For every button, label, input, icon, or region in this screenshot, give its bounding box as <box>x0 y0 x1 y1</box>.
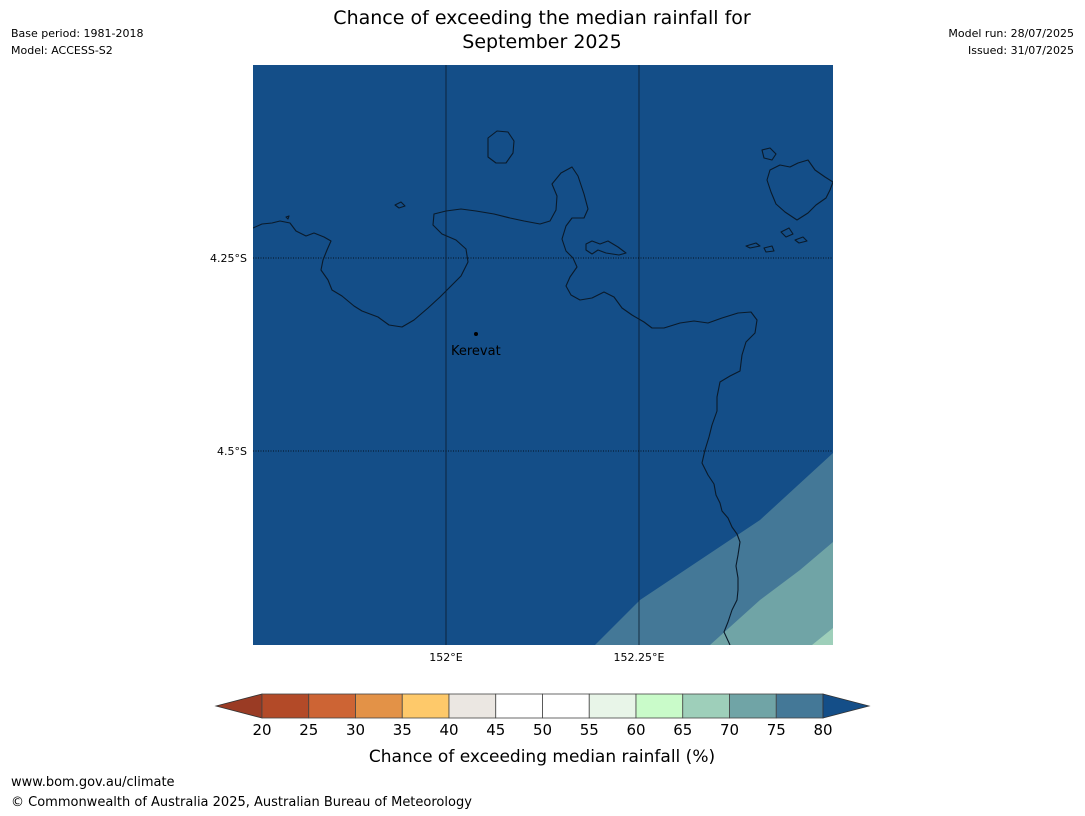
lon-label-152-25: 152.25°E <box>614 651 665 664</box>
colorbar-tick-30: 30 <box>346 721 365 739</box>
colorbar-tick-65: 65 <box>673 721 692 739</box>
colorbar-tick-60: 60 <box>626 721 645 739</box>
colorbar-cell-75-80 <box>775 693 824 719</box>
colorbar-cell-40-45 <box>448 693 497 719</box>
coastline-islet-ne-5 <box>780 227 794 238</box>
colorbar-cell-65-70 <box>682 693 730 719</box>
coastline-islet-ne-4 <box>794 236 808 244</box>
place-label-kerevat: Kerevat <box>451 344 501 359</box>
footer-url[interactable]: www.bom.gov.au/climate <box>11 775 175 790</box>
colorbar-tick-40: 40 <box>439 721 458 739</box>
map-panel: Kerevat <box>253 65 833 645</box>
colorbar: 20 25 30 35 40 45 50 55 60 65 70 75 80 Chance of exc… <box>214 693 871 767</box>
coastline-islet-2 <box>285 215 290 220</box>
colorbar-cell-35-40 <box>401 693 450 719</box>
colorbar-tick-25: 25 <box>299 721 318 739</box>
coastline-island-north <box>487 130 515 164</box>
colorbar-tick-70: 70 <box>720 721 739 739</box>
colorbar-cell-50-55 <box>542 693 590 719</box>
meta-left: Base period: 1981-2018 Model: ACCESS-S2 <box>11 25 143 59</box>
kerevat-marker <box>474 332 478 336</box>
meta-right: Model run: 28/07/2025 Issued: 31/07/2025 <box>948 25 1074 59</box>
colorbar-under-triangle <box>214 693 263 719</box>
colorbar-over-triangle <box>822 693 871 719</box>
coastline-islet-1 <box>394 201 406 209</box>
colorbar-tick-75: 75 <box>767 721 786 739</box>
colorbar-cell-45-50 <box>495 693 543 719</box>
coastline-peninsula-inner <box>585 240 627 256</box>
lat-label-4-5: 4.5°S <box>217 445 247 458</box>
colorbar-tick-55: 55 <box>580 721 599 739</box>
probability-band-65-70 <box>710 542 833 645</box>
colorbar-tick-35: 35 <box>393 721 412 739</box>
title-line-1: Chance of exceeding the median rainfall … <box>333 7 751 29</box>
coastline-northeast-land <box>766 159 833 221</box>
model-run-text: Model run: 28/07/2025 <box>948 27 1074 40</box>
colorbar-cell-55-60 <box>588 693 637 719</box>
colorbar-tick-80: 80 <box>813 721 832 739</box>
colorbar-tick-20: 20 <box>252 721 271 739</box>
colorbar-tick-45: 45 <box>486 721 505 739</box>
lon-label-152: 152°E <box>429 651 462 664</box>
map-figure: Kerevat 4.25°S 4.5°S 152°E 152.25°E 20 25… <box>210 65 871 767</box>
title-line-2: September 2025 <box>462 31 622 53</box>
base-period-text: Base period: 1981-2018 <box>11 27 144 40</box>
model-text: Model: ACCESS-S2 <box>11 44 113 57</box>
issued-text: Issued: 31/07/2025 <box>967 44 1074 57</box>
colorbar-cell-70-75 <box>729 693 777 719</box>
colorbar-label: Chance of exceeding median rainfall (%) <box>369 747 715 767</box>
coastlines <box>253 130 833 645</box>
coastline-islet-ne-3 <box>763 245 775 253</box>
colorbar-cell-20-25 <box>261 693 310 719</box>
page-title: Chance of exceeding the median rainfall … <box>242 6 842 54</box>
coastline-islet-ne-2 <box>745 242 761 249</box>
colorbar-cell-25-30 <box>308 693 356 719</box>
colorbar-cell-60-65 <box>635 693 684 719</box>
footer: www.bom.gov.au/climate © Commonwealth of… <box>11 773 472 813</box>
coastline-islet-ne-1 <box>761 147 777 161</box>
probability-band-60-65 <box>812 628 833 645</box>
lat-label-4-25: 4.25°S <box>210 252 247 265</box>
coastline-west <box>253 166 758 645</box>
footer-copyright: © Commonwealth of Australia 2025, Austra… <box>11 795 472 810</box>
colorbar-cell-30-35 <box>355 693 403 719</box>
colorbar-tick-50: 50 <box>533 721 552 739</box>
